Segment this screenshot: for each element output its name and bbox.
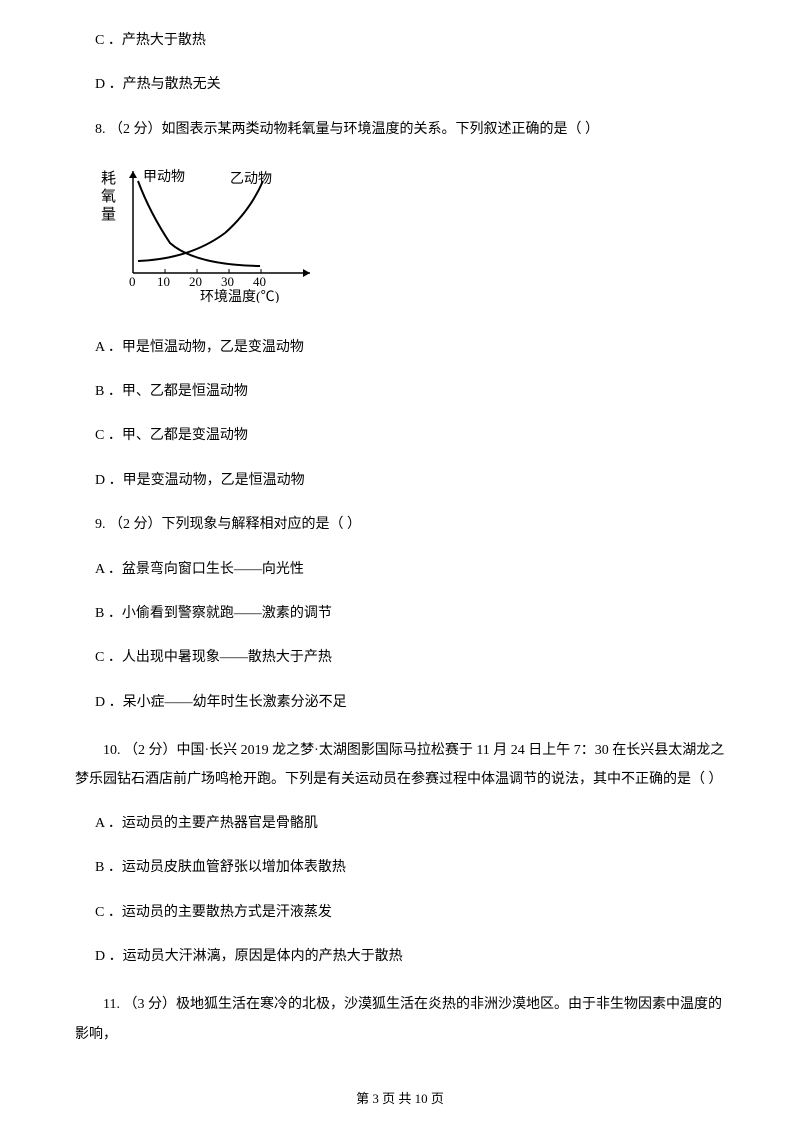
x-axis-arrow (303, 269, 310, 277)
q8-option-a: A ．甲是恒温动物，乙是变温动物 (75, 337, 725, 359)
option-c-pre: C ．产热大于散热 (75, 30, 725, 52)
curve-yi-label: 乙动物 (230, 171, 272, 187)
q8-option-d: D ．甲是变温动物，乙是恒温动物 (75, 470, 725, 492)
q8-option-c: C ．甲、乙都是变温动物 (75, 425, 725, 447)
tick-label-20: 20 (189, 274, 202, 289)
curve-jia-label: 甲动物 (143, 169, 185, 185)
question-8: 8. （2 分）如图表示某两类动物耗氧量与环境温度的关系。下列叙述正确的是（ ） (75, 119, 725, 141)
tick-label-40: 40 (253, 274, 266, 289)
q9-option-b: B ．小偷看到警察就跑——激素的调节 (75, 603, 725, 625)
q9-option-d: D ．呆小症——幼年时生长激素分泌不足 (75, 692, 725, 714)
tick-label-10: 10 (157, 274, 170, 289)
option-d-pre: D ．产热与散热无关 (75, 74, 725, 96)
question-9: 9. （2 分）下列现象与解释相对应的是（ ） (75, 514, 725, 536)
question-11: 11. （3 分）极地狐生活在寒冷的北极，沙漠狐生活在炎热的非洲沙漠地区。由于非… (75, 990, 725, 1049)
y-axis-label-1: 耗 (101, 170, 116, 187)
y-axis-label-3: 量 (101, 207, 116, 223)
x-axis-label: 环境温度(℃) (200, 289, 280, 303)
q9-option-c: C ．人出现中暑现象——散热大于产热 (75, 647, 725, 669)
tick-label-0: 0 (129, 274, 136, 289)
y-axis-arrow (129, 171, 137, 178)
q10-option-d: D ．运动员大汗淋漓，原因是体内的产热大于散热 (75, 946, 725, 968)
page-footer: 第 3 页 共 10 页 (0, 1089, 800, 1110)
tick-label-30: 30 (221, 274, 234, 289)
q10-option-b: B ．运动员皮肤血管舒张以增加体表散热 (75, 857, 725, 879)
question-10: 10. （2 分）中国·长兴 2019 龙之梦·太湖图影国际马拉松赛于 11 月… (75, 736, 725, 795)
q8-option-b: B ．甲、乙都是恒温动物 (75, 381, 725, 403)
q10-option-c: C ．运动员的主要散热方式是汗液蒸发 (75, 902, 725, 924)
q9-option-a: A ．盆景弯向窗口生长——向光性 (75, 559, 725, 581)
q10-option-a: A ．运动员的主要产热器官是骨骼肌 (75, 813, 725, 835)
y-axis-label-2: 氧 (101, 188, 116, 205)
curve-jia (138, 181, 260, 266)
oxygen-chart: 耗 氧 量 0 10 20 30 40 环境温度(℃) 甲动物 乙动物 (95, 163, 725, 311)
